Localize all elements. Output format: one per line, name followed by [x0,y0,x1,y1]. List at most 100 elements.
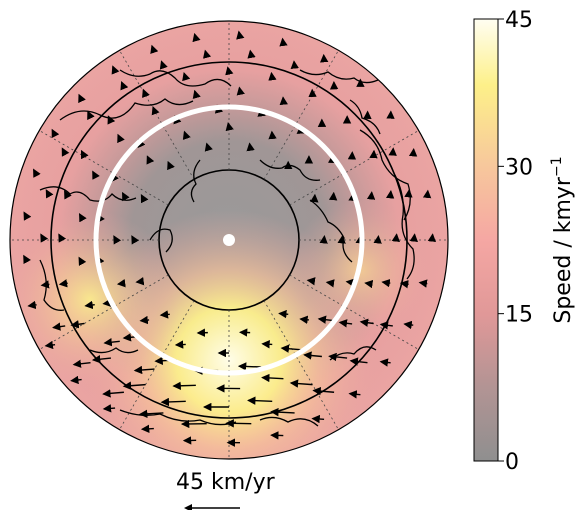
velocity-arrow [113,235,122,245]
pole-marker [223,234,235,246]
velocity-arrow [270,407,295,417]
graticule-lines [10,21,448,459]
velocity-arrow [79,212,87,223]
colorbar-tick-label: 45 [505,8,533,33]
velocity-arrow [111,65,120,75]
velocity-arrow [237,362,262,371]
velocity-arrow [379,358,391,367]
velocity-arrow [328,352,348,362]
velocity-arrow [133,365,155,375]
velocity-arrow [317,315,333,324]
velocity-arrow [261,340,273,349]
velocity-arrow [247,396,273,405]
velocity-arrow [172,381,196,390]
velocity-arrow [289,379,313,388]
colorbar-tick-label: 15 [505,303,533,328]
velocity-arrow [338,319,353,328]
velocity-arrow [107,115,116,125]
velocity-arrow [192,89,201,100]
scale-arrow-label: 45 km/yr [176,470,275,495]
velocity-arrow [312,386,335,396]
coastlines [39,69,415,427]
velocity-arrow [58,279,68,288]
velocity-arrow [58,233,67,243]
velocity-arrow [120,81,129,91]
velocity-arrow [202,49,212,59]
velocity-arrow [192,32,201,43]
velocity-arrow [299,315,309,324]
highlight-circle [93,104,365,376]
velocity-arrow [385,189,395,199]
map-boundary [9,20,449,460]
velocity-arrow [61,147,70,157]
latitude-circle [50,61,408,419]
velocity-arrow [139,315,150,325]
velocity-arrow [70,320,85,329]
velocity-arrow [236,30,245,40]
velocity-arrow [278,309,289,319]
velocity-arrow [78,93,86,104]
velocity-vectors [23,30,437,447]
colorbar-gradient [473,18,499,462]
velocity-arrow [225,122,234,132]
velocity-arrow [418,279,428,288]
velocity-arrow [23,254,31,265]
velocity-arrow [379,321,393,330]
velocity-arrow [279,37,288,47]
velocity-arrow [87,110,95,121]
velocity-arrow [268,71,277,81]
velocity-arrow [142,88,150,99]
velocity-arrow [159,310,170,319]
velocity-arrow [349,357,368,366]
velocity-arrow [174,340,186,349]
velocity-arrow [72,359,91,368]
velocity-arrow [140,424,154,434]
velocity-arrow [151,106,160,116]
velocity-arrow [131,235,140,245]
velocity-arrow [135,277,145,286]
speed-field [10,21,448,459]
velocity-arrow [182,130,191,140]
velocity-arrow [246,142,255,152]
velocity-arrow [27,300,37,310]
velocity-arrow [391,233,401,243]
velocity-arrow [236,86,245,96]
velocity-arrow [146,155,155,165]
velocity-arrow [247,49,256,59]
velocity-arrow [225,66,234,76]
velocity-arrow [303,351,322,360]
velocity-arrow [409,233,419,243]
velocity-arrow [182,71,191,82]
velocity-arrow [116,278,126,288]
velocity-arrow [140,193,149,204]
velocity-arrow [381,278,391,288]
velocity-arrow [306,277,316,286]
velocity-arrow [364,279,374,289]
velocity-arrow [261,373,284,383]
velocity-arrow [427,233,437,243]
velocity-arrow [80,149,89,160]
velocity-arrow [399,280,409,289]
velocity-arrow [102,404,116,413]
colorbar: 0 15 30 45 Speed / kmyr−1 [473,8,576,475]
velocity-arrow [345,278,355,287]
velocity-arrow [52,322,66,331]
velocity-arrow [348,390,361,399]
velocity-arrow [160,397,186,407]
velocity-arrow [311,414,325,424]
velocity-arrow [102,389,124,398]
velocity-arrow [150,44,159,55]
velocity-arrow [103,338,120,347]
scale-arrow [184,504,240,510]
velocity-arrow [117,133,125,144]
velocity-arrow [204,142,213,152]
velocity-arrow [84,300,95,310]
velocity-arrow [40,233,49,243]
velocity-arrow [122,381,146,390]
velocity-arrow [64,190,72,200]
velocity-arrow [359,318,374,327]
velocity-arrow [167,160,175,171]
velocity-arrow [280,344,301,353]
velocity-arrow [40,280,50,289]
